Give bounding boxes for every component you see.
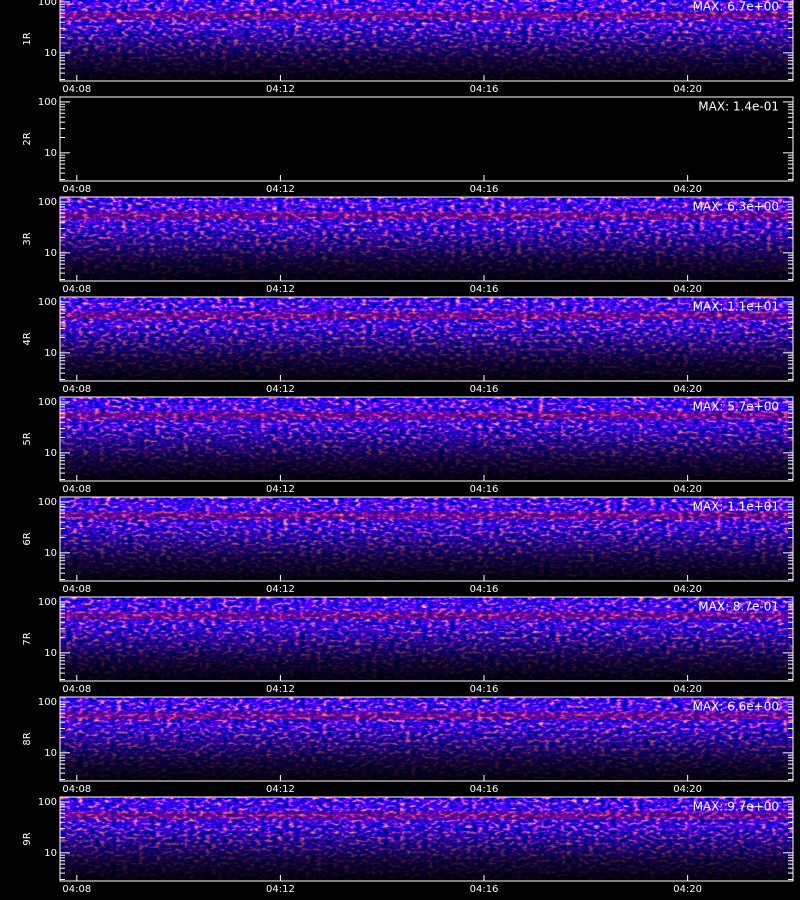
- x-tick-label: 04:16: [470, 84, 499, 95]
- x-tick-label: 04:08: [62, 184, 91, 195]
- y-tick-label: 100: [38, 797, 57, 808]
- plot-frame: [59, 0, 794, 82]
- max-annotation: MAX: 6.7e+00: [693, 0, 779, 14]
- spectrogram-fade: [60, 797, 793, 881]
- max-annotation: MAX: 5.7e+00: [693, 400, 779, 414]
- plot-frame: [59, 696, 794, 782]
- y-tick-label: 100: [38, 697, 57, 708]
- x-tick-label: 04:16: [470, 884, 499, 895]
- y-tick-label: 10: [44, 248, 57, 259]
- x-tick-label: 04:12: [266, 284, 295, 295]
- max-annotation: MAX: 9.7e+00: [693, 800, 779, 814]
- x-tick-label: 04:16: [470, 284, 499, 295]
- y-tick-label: 10: [44, 348, 57, 359]
- plot-frame: [59, 296, 794, 382]
- x-tick-label: 04:08: [62, 584, 91, 595]
- x-tick-label: 04:12: [266, 684, 295, 695]
- x-tick-label: 04:20: [673, 384, 702, 395]
- x-tick-label: 04:08: [62, 84, 91, 95]
- y-tick-label: 10: [44, 748, 57, 759]
- y-tick-label: 10: [44, 548, 57, 559]
- y-axis-label: 3R: [22, 232, 33, 245]
- y-tick-label: 10: [44, 848, 57, 859]
- x-tick-label: 04:12: [266, 784, 295, 795]
- y-tick-label: 10: [44, 448, 57, 459]
- x-tick-label: 04:20: [673, 684, 702, 695]
- y-axis-label: 8R: [22, 732, 33, 745]
- y-tick-label: 100: [38, 197, 57, 208]
- x-tick-label: 04:16: [470, 184, 499, 195]
- plot-frame: [59, 596, 794, 682]
- y-axis-label: 5R: [22, 432, 33, 445]
- x-tick-label: 04:12: [266, 484, 295, 495]
- x-tick-label: 04:08: [62, 884, 91, 895]
- x-tick-label: 04:08: [62, 384, 91, 395]
- y-axis-label: 1R: [22, 32, 33, 45]
- y-tick-label: 100: [38, 97, 57, 108]
- y-axis-label: 2R: [22, 132, 33, 145]
- x-tick-label: 04:08: [62, 284, 91, 295]
- y-tick-label: 100: [38, 0, 57, 8]
- x-tick-label: 04:16: [470, 484, 499, 495]
- x-tick-label: 04:20: [673, 284, 702, 295]
- y-axis-label: 4R: [22, 332, 33, 345]
- spectrogram-fade: [60, 0, 793, 81]
- x-tick-label: 04:20: [673, 484, 702, 495]
- x-tick-label: 04:12: [266, 184, 295, 195]
- max-annotation: MAX: 8.7e-01: [698, 600, 779, 614]
- x-tick-label: 04:12: [266, 384, 295, 395]
- x-tick-label: 04:16: [470, 584, 499, 595]
- y-tick-label: 10: [44, 48, 57, 59]
- x-tick-label: 04:12: [266, 584, 295, 595]
- y-axis-label: 6R: [22, 532, 33, 545]
- spectrogram-fade: [60, 697, 793, 781]
- spectrogram-fade: [60, 397, 793, 481]
- x-tick-label: 04:08: [62, 484, 91, 495]
- x-tick-label: 04:16: [470, 684, 499, 695]
- y-tick-label: 10: [44, 148, 57, 159]
- max-annotation: MAX: 1.1e+01: [693, 500, 779, 514]
- x-tick-label: 04:20: [673, 784, 702, 795]
- max-annotation: MAX: 1.1e+01: [693, 300, 779, 314]
- x-tick-label: 04:20: [673, 584, 702, 595]
- y-tick-label: 100: [38, 397, 57, 408]
- plot-frame: [59, 96, 794, 182]
- x-tick-label: 04:16: [470, 384, 499, 395]
- x-tick-label: 04:20: [673, 84, 702, 95]
- spectrogram-fade: [60, 197, 793, 281]
- spectrogram-fade: [60, 297, 793, 381]
- x-tick-label: 04:12: [266, 84, 295, 95]
- y-axis-label: 7R: [22, 632, 33, 645]
- x-tick-label: 04:20: [673, 184, 702, 195]
- max-annotation: MAX: 1.4e-01: [698, 100, 779, 114]
- x-tick-label: 04:16: [470, 784, 499, 795]
- y-tick-label: 100: [38, 297, 57, 308]
- plot-frame: [59, 196, 794, 282]
- y-tick-label: 100: [38, 597, 57, 608]
- plot-frame: [59, 796, 794, 882]
- x-tick-label: 04:08: [62, 684, 91, 695]
- x-tick-label: 04:08: [62, 784, 91, 795]
- y-axis-label: 9R: [22, 832, 33, 845]
- plot-frame: [59, 496, 794, 582]
- x-tick-label: 04:12: [266, 884, 295, 895]
- max-annotation: MAX: 6.6e+00: [693, 700, 779, 714]
- y-tick-label: 100: [38, 497, 57, 508]
- max-annotation: MAX: 6.3e+00: [693, 200, 779, 214]
- x-tick-label: 04:20: [673, 884, 702, 895]
- y-tick-label: 10: [44, 648, 57, 659]
- plot-frame: [59, 396, 794, 482]
- spectrogram-fade: [60, 497, 793, 581]
- spectrogram-fade: [60, 597, 793, 681]
